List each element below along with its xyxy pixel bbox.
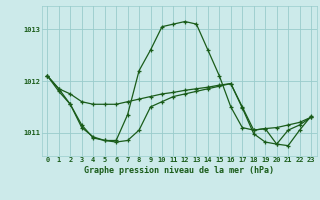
X-axis label: Graphe pression niveau de la mer (hPa): Graphe pression niveau de la mer (hPa) [84,166,274,175]
